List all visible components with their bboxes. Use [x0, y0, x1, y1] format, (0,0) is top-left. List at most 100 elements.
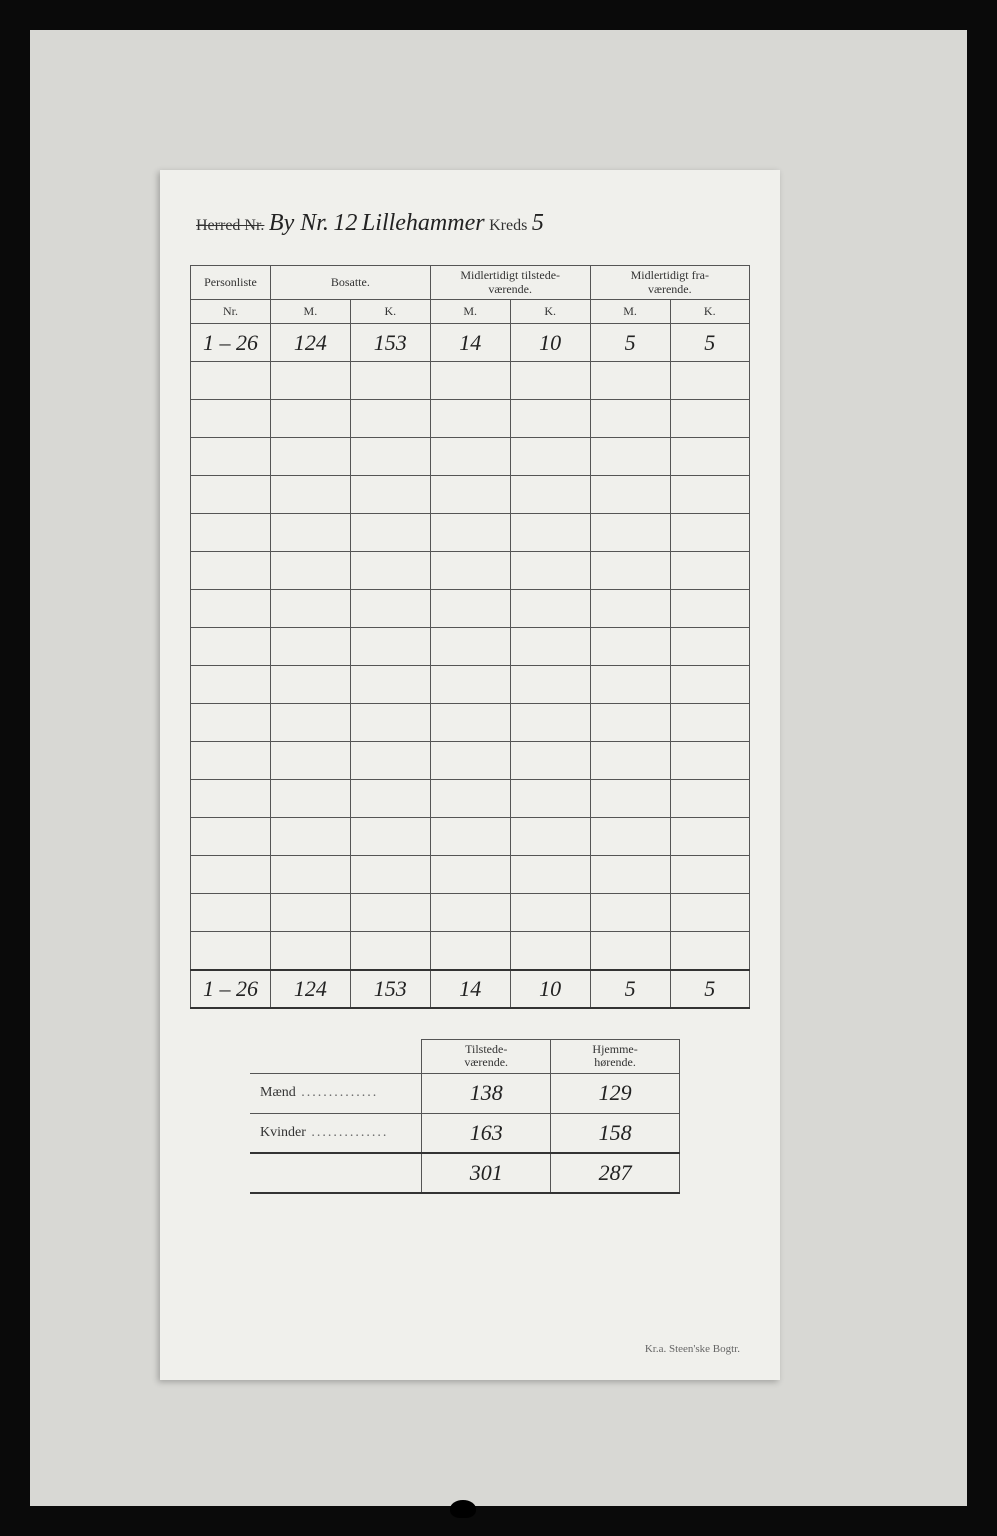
table-cell — [430, 856, 510, 894]
table-cell — [191, 514, 271, 552]
ink-blot — [450, 1500, 476, 1518]
table-cell — [590, 514, 670, 552]
summary-blank-header — [250, 1039, 422, 1073]
table-cell — [350, 894, 430, 932]
table-cell — [270, 932, 350, 970]
table-cell — [590, 666, 670, 704]
table-cell — [510, 742, 590, 780]
table-cell — [590, 818, 670, 856]
table-cell — [510, 514, 590, 552]
table-cell — [270, 362, 350, 400]
herred-label: Herred Nr. — [196, 217, 264, 234]
table-cell — [191, 400, 271, 438]
document-page: Herred Nr. By Nr. 12 Lillehammer Kreds 5… — [160, 170, 780, 1380]
table-cell: 14 — [430, 324, 510, 362]
table-cell — [670, 438, 749, 476]
summary-col-hjemme: Hjemme- hørende. — [551, 1039, 680, 1073]
table-cell — [191, 552, 271, 590]
summary-section: Tilstede- værende. Hjemme- hørende. Mænd… — [250, 1039, 680, 1195]
table-cell — [510, 932, 590, 970]
scan-background: Herred Nr. By Nr. 12 Lillehammer Kreds 5… — [30, 30, 967, 1506]
table-cell — [590, 704, 670, 742]
table-cell — [270, 438, 350, 476]
table-cell: 5 — [590, 324, 670, 362]
table-cell — [670, 552, 749, 590]
table-cell — [670, 780, 749, 818]
table-cell — [510, 438, 590, 476]
table-cell — [590, 476, 670, 514]
col-tilstede: Midlertidigt tilstede- værende. — [430, 266, 590, 300]
col-tilstede-k: K. — [510, 300, 590, 324]
table-cell — [191, 856, 271, 894]
table-cell — [270, 666, 350, 704]
table-cell — [191, 476, 271, 514]
summary-row-label: Mænd — [250, 1073, 422, 1113]
table-cell: 124 — [270, 970, 350, 1008]
table-cell — [510, 704, 590, 742]
table-cell — [590, 552, 670, 590]
main-table: Personliste Bosatte. Midlertidigt tilste… — [190, 265, 750, 1009]
table-cell — [191, 894, 271, 932]
table-cell — [350, 628, 430, 666]
table-cell — [590, 932, 670, 970]
summary-cell: 163 — [422, 1113, 551, 1153]
table-cell — [270, 894, 350, 932]
table-cell — [191, 438, 271, 476]
table-cell — [670, 476, 749, 514]
table-cell — [430, 818, 510, 856]
table-cell — [270, 742, 350, 780]
table-cell — [670, 818, 749, 856]
table-cell — [590, 590, 670, 628]
col-bosatte: Bosatte. — [270, 266, 430, 300]
by-number: 12 — [333, 210, 357, 236]
by-prefix: By Nr. — [269, 210, 329, 236]
table-cell — [510, 590, 590, 628]
table-cell — [670, 628, 749, 666]
table-cell — [590, 780, 670, 818]
header-line: Herred Nr. By Nr. 12 Lillehammer Kreds 5 — [190, 210, 750, 237]
summary-blank — [250, 1153, 422, 1193]
table-cell — [510, 552, 590, 590]
summary-table: Tilstede- værende. Hjemme- hørende. Mænd… — [250, 1039, 680, 1195]
table-cell — [510, 666, 590, 704]
printer-footer: Kr.a. Steen'ske Bogtr. — [645, 1343, 740, 1355]
table-cell — [430, 894, 510, 932]
table-cell — [670, 894, 749, 932]
table-cell — [510, 894, 590, 932]
col-fra-m: M. — [590, 300, 670, 324]
table-cell — [670, 856, 749, 894]
table-cell — [430, 590, 510, 628]
table-cell — [350, 856, 430, 894]
table-cell: 14 — [430, 970, 510, 1008]
table-cell — [430, 666, 510, 704]
table-cell — [510, 856, 590, 894]
table-cell — [350, 552, 430, 590]
table-cell — [270, 856, 350, 894]
table-cell — [191, 780, 271, 818]
table-cell — [590, 628, 670, 666]
table-cell — [590, 438, 670, 476]
table-cell: 10 — [510, 970, 590, 1008]
table-cell — [430, 780, 510, 818]
table-cell — [350, 438, 430, 476]
summary-total: 287 — [551, 1153, 680, 1193]
col-fra-k: K. — [670, 300, 749, 324]
table-cell — [510, 362, 590, 400]
summary-cell: 138 — [422, 1073, 551, 1113]
table-cell — [270, 400, 350, 438]
table-cell — [430, 400, 510, 438]
table-cell — [350, 742, 430, 780]
table-cell: 124 — [270, 324, 350, 362]
table-cell — [430, 438, 510, 476]
kreds-label: Kreds — [489, 217, 527, 234]
summary-col-tilstede: Tilstede- værende. — [422, 1039, 551, 1073]
table-cell — [350, 704, 430, 742]
table-cell — [670, 400, 749, 438]
table-cell — [350, 514, 430, 552]
table-cell — [430, 362, 510, 400]
col-tilstede-m: M. — [430, 300, 510, 324]
table-cell — [510, 818, 590, 856]
table-cell — [670, 362, 749, 400]
table-cell — [270, 818, 350, 856]
col-bosatte-m: M. — [270, 300, 350, 324]
